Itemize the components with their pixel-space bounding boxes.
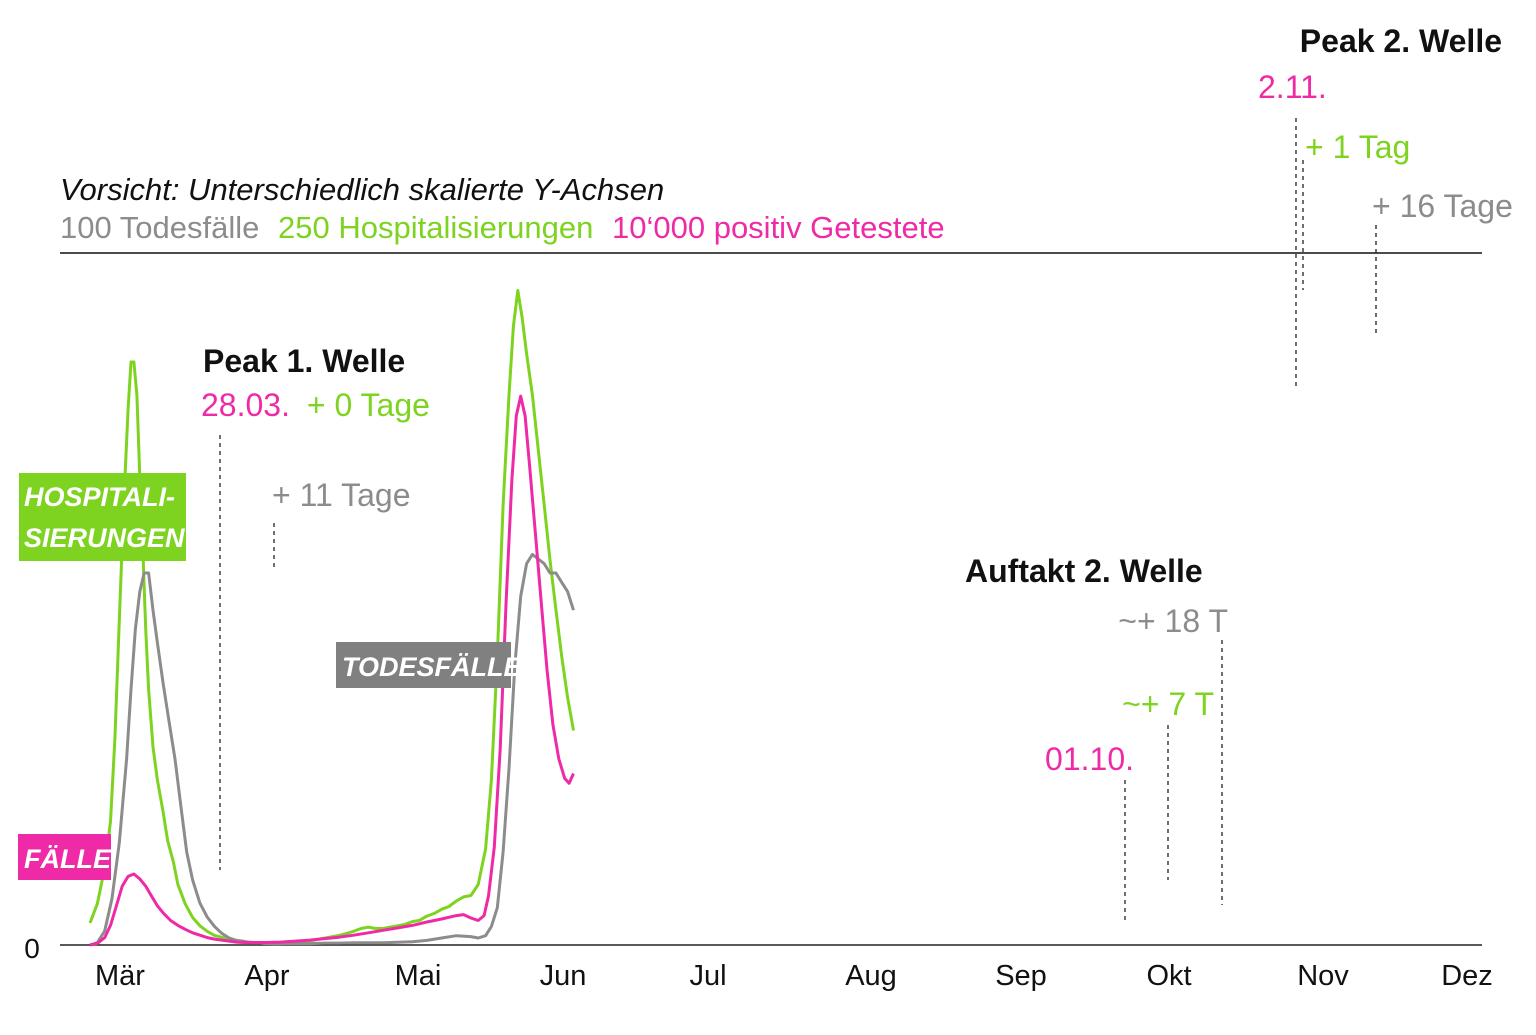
auftakt2-death-lag: ~+ 18 T [1118,603,1228,639]
peak1-title: Peak 1. Welle [203,343,405,379]
series-label-cases-text: FÄLLE [24,844,112,874]
x-tick-jun: Jun [540,960,587,992]
peak2-hosp-lag: + 1 Tag [1305,129,1410,165]
x-tick-apr: Apr [244,960,289,992]
scale-warning-note: Vorsicht: Unterschiedlich skalierte Y-Ac… [60,172,664,207]
scale-legend-deaths: 100 Todesfälle [60,210,259,245]
series-label-hospitalisations-box [19,473,186,561]
series-lines [88,289,575,947]
scale-legend-cases: 10‘000 positiv Getestete [612,210,945,245]
scale-legend: 100 Todesfälle 250 Hospitalisierungen 10… [60,210,945,245]
peak2-date: 2.11. [1258,69,1327,105]
cases-line [89,394,575,947]
auftakt2-title: Auftakt 2. Welle [965,553,1203,589]
series-label-deaths-box [336,642,511,688]
x-tick-okt: Okt [1146,960,1191,992]
peak1-hosp-lag: + 0 Tage [307,387,430,423]
x-tick-dez: Dez [1441,960,1493,992]
deaths-line [89,552,575,947]
y-zero-label: 0 [24,933,40,964]
scale-legend-hospitalisations: 250 Hospitalisierungen [278,210,593,245]
peak1-date-and-hosp-lag: 28.03. + 0 Tage [201,387,430,423]
x-tick-mär: Mär [95,960,145,992]
series-label-deaths-text: TODESFÄLLE [342,652,522,682]
series-label-hospitalisations-line-1: HOSPITALI- [24,482,175,512]
peak2-death-lag: + 16 Tage [1372,188,1513,224]
x-tick-sep: Sep [995,960,1047,992]
series-label-cases: FÄLLE [18,834,112,880]
series-label-hospitalisations: HOSPITALI- SIERUNGEN [19,473,186,561]
series-label-hospitalisations-line-2: SIERUNGEN [24,523,185,553]
x-axis-ticks: Mär Apr Mai Jun Jul Aug Sep Okt Nov Dez [95,960,1493,992]
peak1-death-lag: + 11 Tage [272,477,411,513]
peak2-title: Peak 2. Welle [1300,23,1502,59]
x-tick-mai: Mai [395,960,442,992]
auftakt2-date: 01.10. [1045,741,1134,777]
series-label-cases-box [18,834,111,880]
annotation-leader-lines [219,118,1377,923]
auftakt2-hosp-lag: ~+ 7 T [1122,686,1214,722]
series-label-deaths: TODESFÄLLE [336,642,522,688]
x-tick-nov: Nov [1297,960,1349,992]
x-tick-aug: Aug [845,960,897,992]
x-tick-jul: Jul [689,960,726,992]
peak1-date: 28.03. [201,387,290,423]
